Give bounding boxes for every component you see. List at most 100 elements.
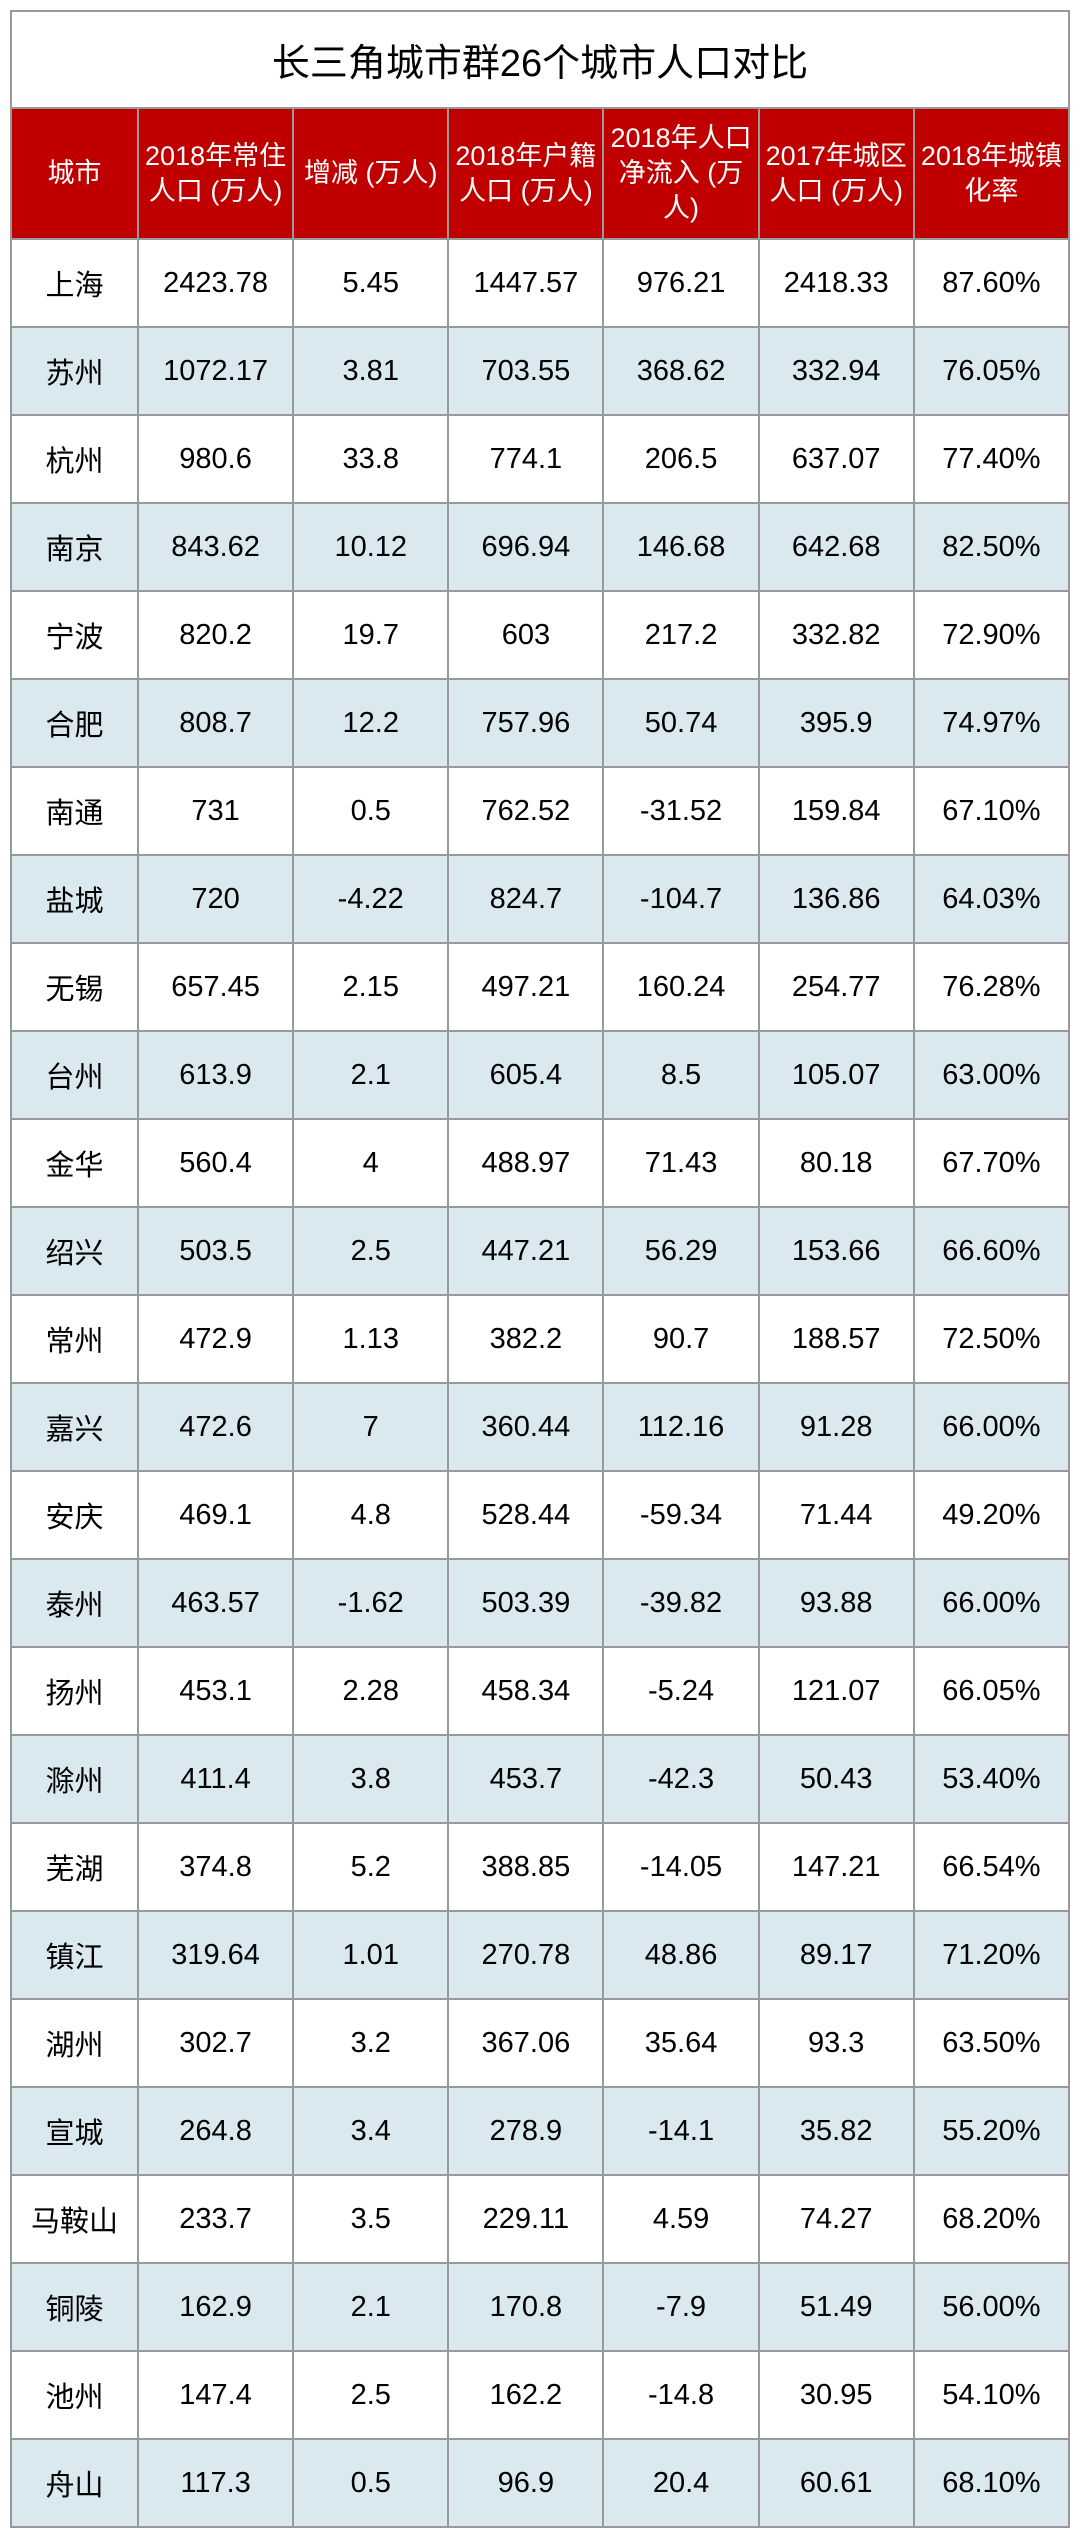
data-cell: 2423.78 xyxy=(138,239,293,327)
city-cell: 绍兴 xyxy=(11,1207,138,1295)
data-cell: 503.39 xyxy=(448,1559,603,1647)
table-row: 滁州411.43.8453.7-42.350.4353.40% xyxy=(11,1735,1069,1823)
data-cell: 254.77 xyxy=(759,943,914,1031)
city-cell: 池州 xyxy=(11,2351,138,2439)
data-cell: 12.2 xyxy=(293,679,448,767)
data-cell: 976.21 xyxy=(603,239,758,327)
data-cell: 4 xyxy=(293,1119,448,1207)
table-row: 池州147.42.5162.2-14.830.9554.10% xyxy=(11,2351,1069,2439)
data-cell: 1.01 xyxy=(293,1911,448,1999)
data-cell: 820.2 xyxy=(138,591,293,679)
data-cell: 453.7 xyxy=(448,1735,603,1823)
data-cell: 0.5 xyxy=(293,767,448,855)
data-cell: -14.05 xyxy=(603,1823,758,1911)
data-cell: 72.50% xyxy=(914,1295,1069,1383)
table-row: 扬州453.12.28458.34-5.24121.0766.05% xyxy=(11,1647,1069,1735)
data-cell: 33.8 xyxy=(293,415,448,503)
col-header-urbanpop: 2017年城区人口 (万人) xyxy=(759,108,914,239)
data-cell: 35.64 xyxy=(603,1999,758,2087)
data-cell: 147.4 xyxy=(138,2351,293,2439)
data-cell: 74.97% xyxy=(914,679,1069,767)
data-cell: 66.00% xyxy=(914,1559,1069,1647)
data-cell: 71.43 xyxy=(603,1119,758,1207)
table-row: 芜湖374.85.2388.85-14.05147.2166.54% xyxy=(11,1823,1069,1911)
data-cell: 217.2 xyxy=(603,591,758,679)
data-cell: 696.94 xyxy=(448,503,603,591)
table-row: 杭州980.633.8774.1206.5637.0777.40% xyxy=(11,415,1069,503)
data-cell: 528.44 xyxy=(448,1471,603,1559)
data-cell: 2.5 xyxy=(293,1207,448,1295)
col-header-city: 城市 xyxy=(11,108,138,239)
table-row: 南京843.6210.12696.94146.68642.6882.50% xyxy=(11,503,1069,591)
data-cell: 48.86 xyxy=(603,1911,758,1999)
data-cell: 146.68 xyxy=(603,503,758,591)
data-cell: 762.52 xyxy=(448,767,603,855)
data-cell: 56.29 xyxy=(603,1207,758,1295)
city-cell: 南京 xyxy=(11,503,138,591)
data-cell: 388.85 xyxy=(448,1823,603,1911)
data-cell: -42.3 xyxy=(603,1735,758,1823)
data-cell: 637.07 xyxy=(759,415,914,503)
table-row: 镇江319.641.01270.7848.8689.1771.20% xyxy=(11,1911,1069,1999)
table-row: 湖州302.73.2367.0635.6493.363.50% xyxy=(11,1999,1069,2087)
data-cell: 66.60% xyxy=(914,1207,1069,1295)
data-cell: 774.1 xyxy=(448,415,603,503)
data-cell: 469.1 xyxy=(138,1471,293,1559)
data-cell: 2.1 xyxy=(293,1031,448,1119)
city-cell: 无锡 xyxy=(11,943,138,1031)
data-cell: 105.07 xyxy=(759,1031,914,1119)
table-row: 宣城264.83.4278.9-14.135.8255.20% xyxy=(11,2087,1069,2175)
data-cell: 3.5 xyxy=(293,2175,448,2263)
data-cell: 4.8 xyxy=(293,1471,448,1559)
data-cell: 72.90% xyxy=(914,591,1069,679)
data-cell: 136.86 xyxy=(759,855,914,943)
table-row: 上海2423.785.451447.57976.212418.3387.60% xyxy=(11,239,1069,327)
data-cell: 302.7 xyxy=(138,1999,293,2087)
city-cell: 扬州 xyxy=(11,1647,138,1735)
data-cell: 264.8 xyxy=(138,2087,293,2175)
data-cell: 757.96 xyxy=(448,679,603,767)
data-cell: 731 xyxy=(138,767,293,855)
data-cell: 703.55 xyxy=(448,327,603,415)
data-cell: 1.13 xyxy=(293,1295,448,1383)
city-cell: 镇江 xyxy=(11,1911,138,1999)
data-cell: 20.4 xyxy=(603,2439,758,2527)
data-cell: 1072.17 xyxy=(138,327,293,415)
data-cell: 2.15 xyxy=(293,943,448,1031)
data-cell: 278.9 xyxy=(448,2087,603,2175)
data-cell: 980.6 xyxy=(138,415,293,503)
data-cell: 49.20% xyxy=(914,1471,1069,1559)
col-header-change: 增减 (万人) xyxy=(293,108,448,239)
data-cell: -7.9 xyxy=(603,2263,758,2351)
col-header-netinflow: 2018年人口净流入 (万人) xyxy=(603,108,758,239)
data-cell: 368.62 xyxy=(603,327,758,415)
data-cell: 395.9 xyxy=(759,679,914,767)
data-cell: 603 xyxy=(448,591,603,679)
data-cell: 121.07 xyxy=(759,1647,914,1735)
data-cell: 463.57 xyxy=(138,1559,293,1647)
data-cell: -31.52 xyxy=(603,767,758,855)
data-cell: 162.9 xyxy=(138,2263,293,2351)
city-cell: 铜陵 xyxy=(11,2263,138,2351)
data-cell: 374.8 xyxy=(138,1823,293,1911)
data-cell: 488.97 xyxy=(448,1119,603,1207)
data-cell: -59.34 xyxy=(603,1471,758,1559)
table-row: 铜陵162.92.1170.8-7.951.4956.00% xyxy=(11,2263,1069,2351)
table-row: 嘉兴472.67360.44112.1691.2866.00% xyxy=(11,1383,1069,1471)
data-cell: 560.4 xyxy=(138,1119,293,1207)
data-cell: 824.7 xyxy=(448,855,603,943)
table-row: 常州472.91.13382.290.7188.5772.50% xyxy=(11,1295,1069,1383)
data-cell: 3.2 xyxy=(293,1999,448,2087)
data-cell: 4.59 xyxy=(603,2175,758,2263)
data-cell: 10.12 xyxy=(293,503,448,591)
data-cell: 160.24 xyxy=(603,943,758,1031)
table-row: 盐城720-4.22824.7-104.7136.8664.03% xyxy=(11,855,1069,943)
table-title: 长三角城市群26个城市人口对比 xyxy=(11,11,1069,108)
data-cell: 50.43 xyxy=(759,1735,914,1823)
city-cell: 常州 xyxy=(11,1295,138,1383)
data-cell: 53.40% xyxy=(914,1735,1069,1823)
city-cell: 安庆 xyxy=(11,1471,138,1559)
city-cell: 舟山 xyxy=(11,2439,138,2527)
data-cell: 87.60% xyxy=(914,239,1069,327)
data-cell: -14.1 xyxy=(603,2087,758,2175)
